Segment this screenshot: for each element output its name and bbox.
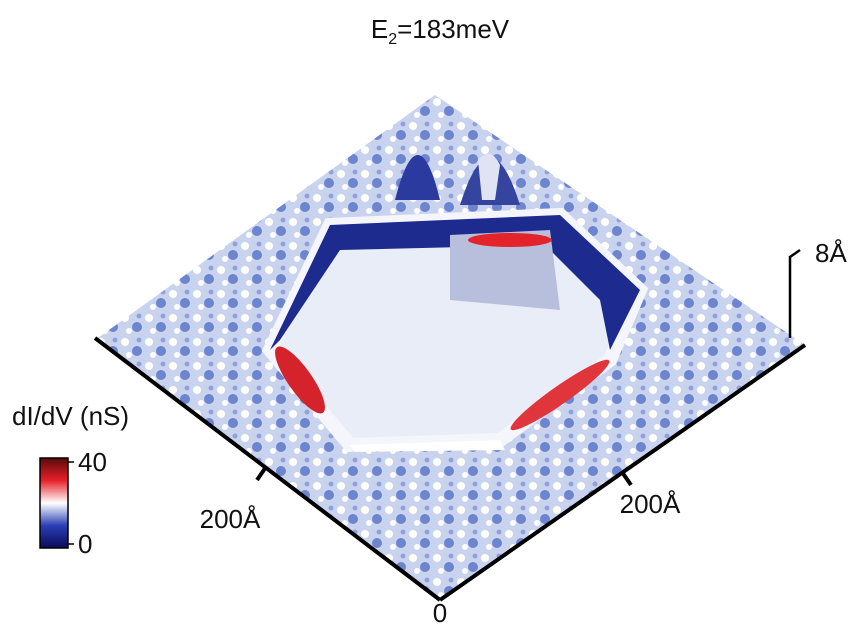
title: E2=183meV	[371, 14, 510, 48]
colorbar	[40, 458, 68, 548]
axis-label: 200Å	[620, 489, 681, 519]
scale-label: 8Å	[815, 238, 847, 268]
axis-label: 0	[433, 598, 447, 627]
colorbar-tick-label: 40	[78, 447, 107, 477]
figure: E2=183meV 200Å 200Å 0 8Å dI/dV (nS) 0 40	[0, 0, 859, 627]
colorbar-tick-label: 0	[78, 529, 92, 559]
axis-label: 200Å	[200, 504, 261, 534]
colorbar-ticks: 0 40	[68, 447, 107, 559]
colorbar-label: dI/dV (nS)	[12, 401, 129, 431]
